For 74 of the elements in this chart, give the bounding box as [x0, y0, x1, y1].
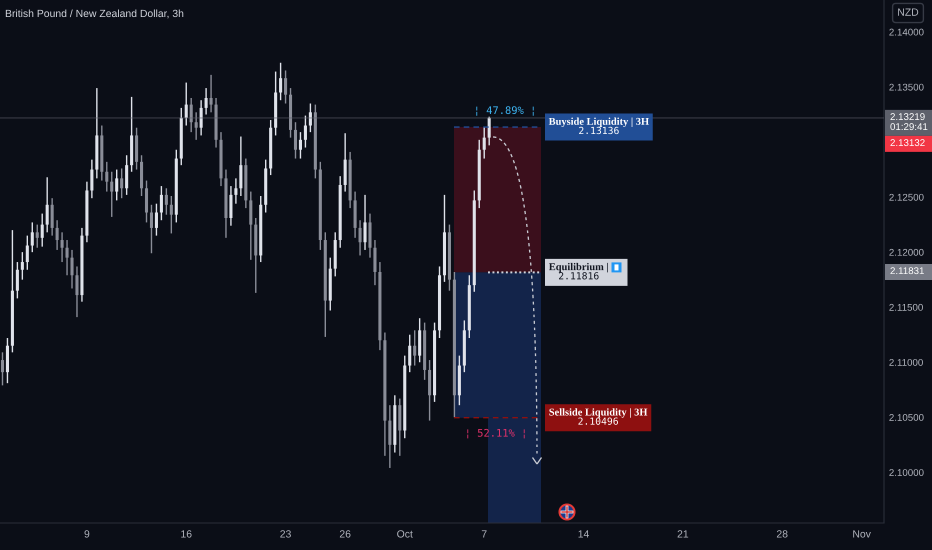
x-tick-label: Nov — [853, 530, 871, 538]
x-tick-label: 21 — [678, 530, 688, 538]
candlestick — [284, 70, 288, 104]
candlestick — [75, 266, 79, 318]
candlestick — [200, 100, 203, 136]
candlestick — [298, 131, 302, 160]
ref-line-label: 2.13219 01:29:41 — [890, 113, 928, 130]
candlestick — [234, 178, 238, 204]
candlestick — [164, 188, 168, 216]
x-tick-label: 26 — [340, 530, 350, 538]
candlestick — [90, 158, 94, 199]
candlestick — [363, 194, 367, 251]
text: British Pound / New Zealand Dollar, 3h — [6, 9, 184, 18]
y-axis-title: NZD — [898, 8, 918, 16]
candlestick — [36, 224, 39, 248]
ref-line-label: Equilibrium | 2.11816 — [548, 262, 608, 280]
candlestick — [115, 168, 118, 202]
candlestick — [46, 176, 49, 234]
candlestick — [105, 161, 108, 192]
candlestick — [279, 62, 282, 101]
x-tick-label: 7 — [482, 530, 487, 538]
x-tick-label: 14 — [578, 530, 590, 538]
candlestick — [154, 203, 158, 236]
candlestick — [20, 251, 24, 280]
candlestick — [413, 330, 416, 366]
x-tick-label: 23 — [280, 530, 291, 538]
y-tick-label: 2.12500 — [889, 194, 924, 201]
candlestick — [488, 116, 491, 146]
candlestick — [482, 126, 486, 160]
candlestick — [229, 185, 232, 226]
ref-line-label: Buyside Liquidity | 3H 2.13136 — [548, 118, 649, 134]
candlestick — [210, 74, 213, 113]
annotation: ¦ 52.11% ¦ — [467, 428, 525, 438]
y-tick-label: 2.10500 — [889, 414, 924, 421]
y-tick-label: 2.11000 — [889, 358, 923, 366]
candlestick — [304, 114, 307, 148]
candlestick — [170, 195, 173, 234]
candlestick — [125, 154, 128, 196]
y-tick-label: 2.10000 — [889, 469, 924, 476]
candlestick — [30, 222, 34, 253]
candlestick — [40, 212, 44, 248]
y-tick-label: 2.13500 — [889, 84, 924, 91]
annotation: ¦ 47.89% ¦ — [476, 106, 534, 116]
text: 2.11831 — [890, 267, 924, 274]
candlestick — [308, 102, 312, 133]
candlestick — [408, 334, 412, 373]
x-tick-label: 16 — [181, 530, 192, 538]
candlestick — [60, 232, 64, 263]
candlestick — [0, 352, 4, 386]
x-tick-label: 28 — [776, 530, 788, 538]
candlestick — [16, 261, 19, 300]
candlestick — [120, 168, 124, 199]
text: 2.13132 — [890, 139, 925, 146]
candlestick — [239, 136, 242, 197]
candlestick — [204, 87, 208, 116]
candlestick — [110, 171, 114, 218]
candlestick — [150, 204, 154, 254]
x-tick-label: 9 — [84, 530, 90, 538]
candlestick — [50, 197, 54, 236]
x-tick-label: Oct — [397, 530, 413, 538]
y-tick-label: 2.11500 — [889, 304, 923, 311]
candlestick — [184, 82, 188, 126]
candlestick — [26, 234, 29, 270]
candlestick — [190, 97, 193, 133]
candlestick — [294, 122, 298, 160]
candlestick — [56, 220, 59, 251]
candlestick — [194, 112, 198, 141]
candlestick — [66, 239, 69, 276]
candlestick — [160, 185, 163, 221]
y-tick-label: 2.12000 — [889, 248, 924, 256]
candlestick — [70, 249, 74, 290]
ref-line-label: Sellside Liquidity | 3H 2.10496 — [549, 408, 648, 425]
candlestick — [358, 220, 362, 256]
y-tick-label: 2.14000 — [889, 28, 924, 36]
